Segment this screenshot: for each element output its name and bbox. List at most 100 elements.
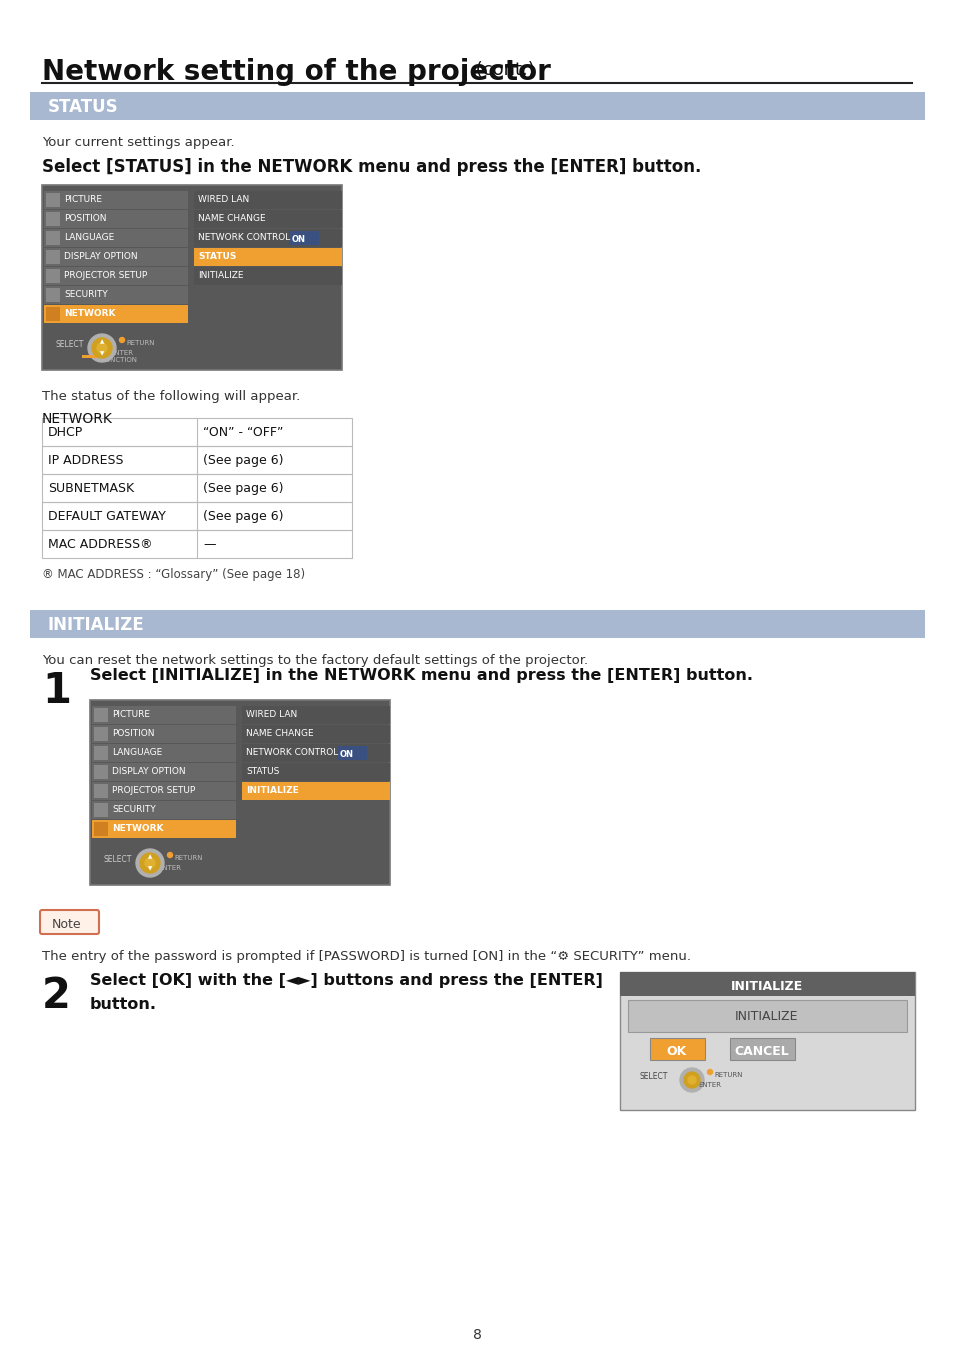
Circle shape: [687, 1076, 696, 1084]
Bar: [42, 474, 352, 502]
Text: INITIALIZE: INITIALIZE: [48, 616, 145, 634]
Text: POSITION: POSITION: [64, 215, 107, 223]
Text: RETURN: RETURN: [713, 1072, 741, 1079]
Bar: [42, 185, 341, 370]
Text: SELECT: SELECT: [639, 1072, 668, 1081]
Text: The status of the following will appear.: The status of the following will appear.: [42, 390, 300, 404]
Bar: [44, 190, 188, 209]
Bar: [193, 267, 341, 285]
Circle shape: [97, 343, 107, 352]
Text: RETURN: RETURN: [173, 855, 202, 861]
Text: Select [OK] with the [◄►] buttons and press the [ENTER]: Select [OK] with the [◄►] buttons and pr…: [90, 973, 602, 988]
Text: STATUS: STATUS: [246, 767, 279, 776]
Text: Network setting of the projector: Network setting of the projector: [42, 58, 550, 86]
Text: WIRED LAN: WIRED LAN: [198, 194, 249, 204]
Text: NETWORK: NETWORK: [112, 824, 163, 833]
Text: ▼: ▼: [100, 351, 104, 356]
Text: CANCEL: CANCEL: [734, 1045, 788, 1058]
Bar: [42, 446, 352, 474]
Bar: [82, 355, 100, 358]
Bar: [193, 211, 341, 228]
Text: LANGUAGE: LANGUAGE: [112, 748, 162, 757]
Bar: [289, 231, 318, 244]
Bar: [42, 531, 352, 558]
Bar: [91, 819, 235, 838]
Text: (cont.): (cont.): [470, 61, 535, 80]
Text: 1: 1: [42, 670, 71, 711]
Text: The entry of the password is prompted if [PASSWORD] is turned [ON] in the “⚙ SEC: The entry of the password is prompted if…: [42, 950, 690, 963]
Text: INITIALIZE: INITIALIZE: [730, 980, 802, 994]
Circle shape: [136, 849, 164, 878]
Text: 2: 2: [42, 975, 71, 1017]
Text: DHCP: DHCP: [48, 427, 83, 439]
Text: (See page 6): (See page 6): [203, 454, 283, 467]
Bar: [46, 212, 60, 225]
Bar: [94, 707, 108, 722]
Bar: [619, 972, 914, 1110]
Bar: [42, 418, 352, 446]
Text: Note: Note: [52, 918, 82, 932]
Text: PROJECTOR SETUP: PROJECTOR SETUP: [112, 786, 195, 795]
Bar: [649, 1038, 704, 1060]
Text: DEFAULT GATEWAY: DEFAULT GATEWAY: [48, 510, 166, 522]
Circle shape: [683, 1072, 700, 1088]
Bar: [193, 190, 341, 209]
Text: (See page 6): (See page 6): [203, 510, 283, 522]
Bar: [242, 744, 390, 761]
Bar: [42, 418, 352, 446]
Bar: [94, 822, 108, 836]
Circle shape: [145, 859, 154, 868]
Text: DISPLAY OPTION: DISPLAY OPTION: [112, 767, 186, 776]
Circle shape: [119, 338, 125, 343]
Bar: [627, 1000, 906, 1031]
Circle shape: [168, 852, 172, 857]
Text: Select [STATUS] in the NETWORK menu and press the [ENTER] button.: Select [STATUS] in the NETWORK menu and …: [42, 158, 700, 176]
Text: FUNCTION: FUNCTION: [101, 356, 137, 363]
Bar: [94, 728, 108, 741]
Bar: [242, 725, 390, 743]
Text: STATUS: STATUS: [198, 252, 236, 261]
Text: INITIALIZE: INITIALIZE: [198, 271, 243, 279]
Bar: [44, 305, 188, 323]
Bar: [91, 782, 235, 801]
Text: SELECT: SELECT: [56, 340, 84, 350]
Bar: [42, 185, 341, 370]
Bar: [94, 803, 108, 817]
Text: ▼: ▼: [148, 867, 152, 872]
Text: ON: ON: [292, 235, 306, 244]
Bar: [46, 306, 60, 321]
Bar: [44, 267, 188, 285]
Text: NETWORK CONTROL: NETWORK CONTROL: [198, 234, 290, 242]
Text: ® MAC ADDRESS : “Glossary” (See page 18): ® MAC ADDRESS : “Glossary” (See page 18): [42, 568, 305, 580]
Text: PICTURE: PICTURE: [64, 194, 102, 204]
Text: SUBNETMASK: SUBNETMASK: [48, 482, 134, 495]
FancyBboxPatch shape: [40, 910, 99, 934]
Text: INITIALIZE: INITIALIZE: [735, 1010, 798, 1023]
Text: LANGUAGE: LANGUAGE: [64, 234, 114, 242]
Text: STATUS: STATUS: [48, 99, 118, 116]
Bar: [42, 474, 352, 502]
Bar: [44, 230, 188, 247]
Text: SECURITY: SECURITY: [112, 805, 155, 814]
Circle shape: [707, 1069, 712, 1075]
Bar: [91, 706, 235, 724]
Bar: [30, 92, 924, 120]
Text: You can reset the network settings to the factory default settings of the projec: You can reset the network settings to th…: [42, 653, 587, 667]
Text: “ON” - “OFF”: “ON” - “OFF”: [203, 427, 283, 439]
Bar: [627, 1000, 906, 1031]
Bar: [91, 744, 235, 761]
Bar: [336, 747, 367, 760]
Text: ON: ON: [339, 751, 354, 759]
Text: NETWORK: NETWORK: [64, 309, 115, 319]
Bar: [193, 248, 341, 266]
Bar: [91, 801, 235, 819]
Circle shape: [679, 1068, 703, 1092]
Circle shape: [91, 338, 112, 358]
Bar: [44, 211, 188, 228]
Text: IP ADDRESS: IP ADDRESS: [48, 454, 123, 467]
Circle shape: [88, 333, 116, 362]
Text: NAME CHANGE: NAME CHANGE: [198, 215, 265, 223]
Text: POSITION: POSITION: [112, 729, 154, 738]
Text: PICTURE: PICTURE: [112, 710, 150, 720]
Bar: [42, 502, 352, 531]
